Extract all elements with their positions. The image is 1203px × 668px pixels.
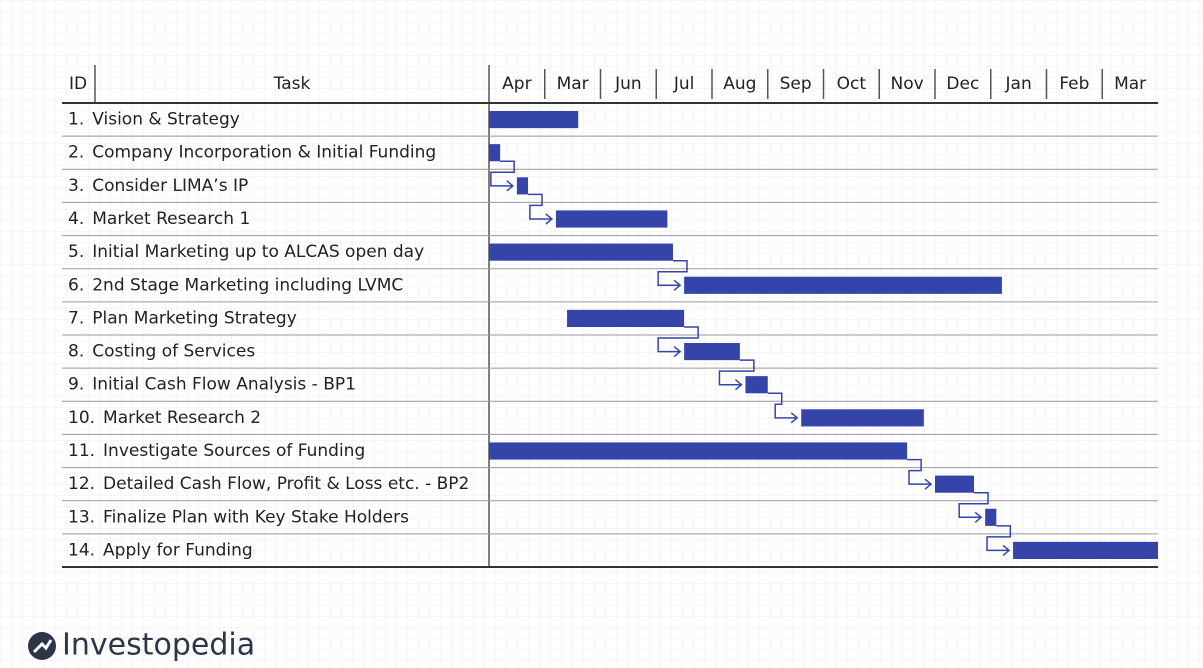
month-label: Sep — [780, 74, 812, 94]
task-name: Initial Cash Flow Analysis - BP1 — [92, 375, 356, 395]
task-label: 13. Finalize Plan with Key Stake Holders — [68, 507, 409, 527]
month-label: Jan — [1005, 74, 1032, 94]
task-id: 7. — [68, 308, 84, 328]
task-name: Apply for Funding — [103, 540, 253, 560]
task-label: 4. Market Research 1 — [68, 209, 250, 229]
dependency-link — [986, 525, 1012, 552]
task-label: 2. Company Incorporation & Initial Fundin… — [68, 143, 436, 163]
task-label: 11. Investigate Sources of Funding — [68, 441, 365, 461]
dependency-link — [907, 458, 931, 485]
task-header: Task — [273, 74, 311, 94]
task-name: Detailed Cash Flow, Profit & Loss etc. -… — [103, 474, 469, 494]
task-bar — [684, 343, 740, 361]
task-id: 2. — [68, 143, 84, 163]
task-name: Initial Marketing up to ALCAS open day — [92, 242, 424, 262]
task-name: Costing of Services — [92, 342, 255, 362]
month-label: Apr — [502, 74, 531, 94]
month-label: Feb — [1059, 74, 1089, 94]
dependency-link — [490, 160, 515, 187]
task-bar — [489, 111, 579, 129]
task-id: 9. — [68, 375, 84, 395]
task-bar — [935, 475, 975, 493]
dependency-link — [657, 326, 699, 353]
task-id: 12. — [68, 474, 95, 494]
task-id: 3. — [68, 176, 84, 196]
task-label: 9. Initial Cash Flow Analysis - BP1 — [68, 375, 356, 395]
task-bar — [489, 243, 673, 261]
task-label: 12. Detailed Cash Flow, Profit & Loss etc… — [68, 474, 469, 494]
task-bar — [516, 177, 529, 195]
dependency-arrow — [1002, 544, 1011, 557]
month-label: Dec — [946, 74, 979, 94]
task-name: Finalize Plan with Key Stake Holders — [103, 507, 409, 527]
task-bar — [567, 309, 685, 327]
task-name: Market Research 2 — [103, 408, 261, 428]
task-name: Vision & Strategy — [92, 110, 240, 130]
dependency-arrow — [673, 345, 682, 358]
task-id: 14. — [68, 540, 95, 560]
task-name: Company Incorporation & Initial Funding — [92, 143, 436, 163]
task-name: 2nd Stage Marketing including LVMC — [92, 275, 403, 295]
task-id: 6. — [68, 275, 84, 295]
task-name: Plan Marketing Strategy — [92, 308, 297, 328]
dependency-link — [528, 193, 552, 220]
task-bar — [801, 409, 924, 427]
task-id: 13. — [68, 507, 95, 527]
logo: Investopedia — [28, 628, 255, 663]
task-label: 14. Apply for Funding — [68, 540, 253, 560]
task-label: 10. Market Research 2 — [68, 408, 261, 428]
task-name: Consider LIMA’s IP — [92, 176, 248, 196]
task-id: 10. — [68, 408, 95, 428]
task-name: Investigate Sources of Funding — [103, 441, 365, 461]
dependency-link — [718, 359, 755, 386]
task-label: 8. Costing of Services — [68, 342, 255, 362]
task-id: 5. — [68, 242, 84, 262]
task-id: 11. — [68, 441, 95, 461]
id-header: ID — [69, 74, 87, 94]
task-bar — [1013, 541, 1158, 559]
dependency-link — [958, 491, 989, 519]
dependency-arrow — [790, 412, 799, 424]
task-id: 1. — [68, 110, 84, 130]
task-label: 6. 2nd Stage Marketing including LVMC — [68, 275, 403, 295]
task-bar — [555, 210, 668, 228]
logo-mark — [32, 639, 53, 654]
dependency-arrow — [673, 279, 682, 291]
task-bar — [745, 376, 768, 394]
month-label: Jun — [614, 74, 642, 94]
task-id: 8. — [68, 342, 84, 362]
task-bar — [489, 442, 908, 460]
month-label: Mar — [557, 74, 589, 94]
dependency-link — [767, 392, 798, 419]
month-label: Oct — [837, 74, 867, 94]
month-label: Mar — [1114, 74, 1146, 94]
dependency-arrow — [734, 379, 743, 391]
dependency-arrow — [974, 511, 983, 523]
task-id: 4. — [68, 209, 84, 229]
task-label: 1. Vision & Strategy — [68, 110, 240, 130]
dependency-arrow — [924, 478, 933, 490]
month-label: Aug — [723, 74, 756, 94]
task-bar — [684, 276, 1002, 294]
task-name: Market Research 1 — [92, 209, 250, 229]
dependency-arrow — [545, 213, 554, 225]
month-label: Jul — [673, 74, 695, 94]
task-bar — [985, 508, 997, 526]
brand: Investopedia — [62, 628, 255, 663]
dependency-arrow — [506, 180, 515, 192]
task-bar — [489, 144, 501, 162]
task-label: 3. Consider LIMA’s IP — [68, 176, 248, 196]
task-label: 7. Plan Marketing Strategy — [68, 308, 297, 328]
month-label: Nov — [891, 74, 924, 94]
task-label: 5. Initial Marketing up to ALCAS open day — [68, 242, 424, 262]
dependency-link — [657, 259, 688, 287]
